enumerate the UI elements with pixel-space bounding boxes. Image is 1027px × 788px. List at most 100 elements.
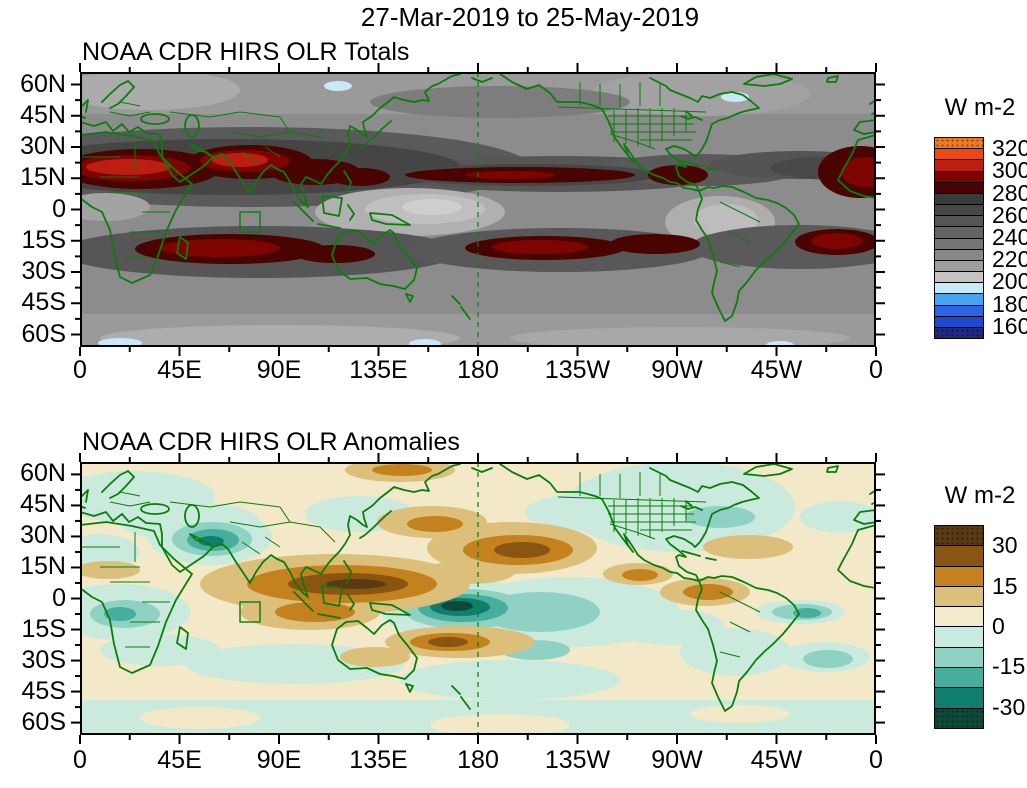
colorbar-segment	[935, 148, 983, 160]
colorbar-tick-label: 240	[992, 224, 1027, 250]
lat-tick-label: 0	[52, 583, 66, 612]
panel-title-totals: NOAA CDR HIRS OLR Totals	[82, 38, 410, 66]
colorbar-tick-label: -30	[992, 693, 1026, 720]
colorbar-tick-label: 180	[992, 290, 1027, 317]
lon-tick-label: 45E	[157, 356, 202, 384]
lat-tick-label: 60N	[20, 459, 66, 488]
colorbar-segment	[935, 259, 983, 272]
lon-axis-labels-totals: 0 45E 90E 135E 180 135W 90W 45W 0	[73, 356, 883, 388]
lon-tick-label: 45W	[750, 356, 803, 384]
colorbar-segment	[935, 293, 983, 305]
colorbar-segment	[935, 526, 983, 546]
colorbar-bar	[934, 525, 984, 729]
colorbar-segment	[935, 315, 983, 327]
lat-tick-label: 60S	[21, 319, 66, 348]
lat-tick-label: 60N	[20, 69, 66, 98]
lon-tick-label: 90W	[651, 356, 703, 384]
olr-field-anomalies	[80, 462, 876, 735]
colorbar-totals: 320 300 280 260 240 220 200 180 160	[934, 135, 1027, 339]
colorbar-segment	[935, 192, 983, 205]
colorbar-tick-label: 160	[992, 312, 1027, 339]
colorbar-segment	[935, 138, 983, 149]
colorbar-segment	[935, 271, 983, 283]
axis-ticks	[71, 453, 885, 744]
lon-tick-label: 90W	[651, 746, 703, 774]
colorbar-segment	[935, 626, 983, 647]
lon-tick-label: 0	[73, 356, 87, 384]
colorbar-segment	[935, 248, 983, 260]
lon-tick-label: 90E	[256, 746, 302, 774]
colorbar-segment	[935, 215, 983, 227]
lon-tick-label: 45E	[157, 746, 202, 774]
lat-tick-label: 15S	[21, 614, 66, 643]
lat-tick-label: 15N	[20, 552, 66, 581]
lat-axis-labels-totals: 60N 45N 30N 15N 0 15S 30S 45S 60S	[0, 69, 72, 348]
lat-tick-label: 30S	[21, 645, 66, 674]
colorbar-segment	[935, 606, 983, 627]
lon-tick-label: 135E	[349, 746, 408, 774]
lat-axis-labels-anomalies: 60N 45N 30N 15N 0 15S 30S 45S 60S	[0, 459, 72, 736]
lat-tick-label: 60S	[21, 707, 66, 736]
lon-tick-label: 0	[869, 356, 883, 384]
lon-tick-label: 180	[457, 356, 499, 384]
lon-tick-label: 90E	[256, 356, 302, 384]
lat-tick-label: 45N	[20, 100, 66, 129]
colorbar-segment	[935, 304, 983, 316]
colorbar-tick-label: 200	[992, 268, 1027, 295]
colorbar-tick-label: 15	[992, 572, 1018, 599]
lon-tick-label: 45W	[750, 746, 803, 774]
lon-axis-labels-anomalies: 0 45E 90E 135E 180 135W 90W 45W 0	[73, 746, 883, 778]
lat-tick-label: 30N	[20, 521, 66, 550]
colorbar-tick-label: 0	[992, 613, 1005, 639]
panel-title-anomalies: NOAA CDR HIRS OLR Anomalies	[82, 428, 460, 456]
lon-tick-label: 135E	[349, 356, 408, 384]
lat-tick-label: 0	[52, 194, 66, 223]
lat-tick-label: 15N	[20, 163, 66, 192]
map-frame	[80, 462, 876, 735]
lon-tick-label: 135W	[544, 746, 611, 774]
lon-tick-label: 180	[457, 746, 499, 774]
colorbar-tick-label: 280	[992, 179, 1027, 206]
lon-tick-label: 0	[869, 746, 883, 774]
colorbar-tick-label: 220	[992, 246, 1027, 273]
colorbar-tick-label: -15	[992, 653, 1026, 680]
colorbar-anomalies: 30 15 0 -15 -30	[934, 525, 1027, 729]
colorbar-segment	[935, 181, 983, 193]
colorbar-segment	[935, 585, 983, 607]
lon-tick-label: 135W	[544, 356, 611, 384]
colorbar-tick-label: 300	[992, 157, 1027, 184]
colorbar-segment	[935, 326, 983, 339]
colorbar-title-anomalies: W m-2	[944, 482, 1016, 509]
colorbar-segment	[935, 707, 983, 728]
map-anomalies	[71, 453, 885, 744]
colorbar-segment	[935, 687, 983, 708]
colorbar-segment	[935, 282, 983, 294]
colorbar-segment	[935, 159, 983, 171]
colorbar-segment	[935, 204, 983, 216]
colorbar-tick-label: 30	[992, 532, 1018, 559]
lat-tick-label: 45S	[21, 676, 66, 705]
lat-tick-label: 45N	[20, 490, 66, 519]
colorbar-title-totals: W m-2	[944, 94, 1016, 121]
colorbar-segment	[935, 237, 983, 249]
lat-tick-label: 30S	[21, 257, 66, 285]
colorbar-bar	[934, 137, 984, 339]
colorbar-segment	[935, 667, 983, 688]
colorbar-segment	[935, 226, 983, 238]
colorbar-segment	[935, 646, 983, 668]
colorbar-segment	[935, 170, 983, 182]
figure-title: 27-Mar-2019 to 25-May-2019	[360, 2, 700, 32]
colorbar-tick-label: 320	[992, 135, 1027, 162]
map-frame	[80, 72, 876, 347]
lat-tick-label: 45S	[21, 288, 66, 317]
colorbar-segment	[935, 565, 983, 586]
lat-tick-label: 15S	[21, 225, 66, 254]
olr-field-totals	[80, 72, 876, 347]
map-totals	[71, 63, 885, 356]
axis-ticks	[71, 63, 885, 356]
lon-tick-label: 0	[73, 746, 87, 774]
colorbar-tick-label: 260	[992, 201, 1027, 228]
colorbar-segment	[935, 545, 983, 566]
lat-tick-label: 30N	[20, 132, 66, 160]
